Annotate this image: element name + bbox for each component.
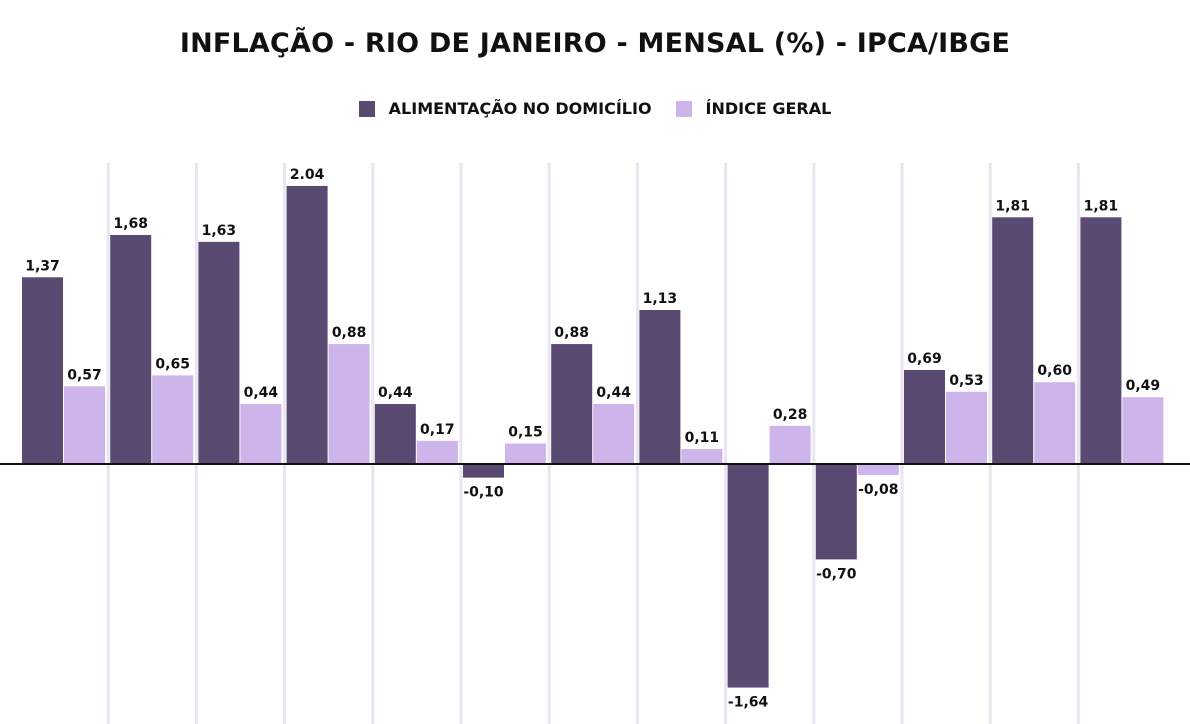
bar-indice-geral-8 <box>681 449 723 464</box>
label-indice-geral-2: 0,65 <box>155 356 190 372</box>
label-indice-geral-5: 0,17 <box>420 422 455 438</box>
bar-indice-geral-5 <box>416 440 458 464</box>
label-indice-geral-8: 0,11 <box>685 430 720 446</box>
label-alimentacao-3: 1,63 <box>202 223 237 239</box>
bar-alimentacao-1 <box>22 277 63 464</box>
legend-item-alimentacao: ALIMENTAÇÃO NO DOMICÍLIO <box>358 99 652 118</box>
bar-indice-geral-12 <box>1034 382 1076 464</box>
label-indice-geral-12: 0,60 <box>1037 363 1072 379</box>
legend-item-indice-geral: ÍNDICE GERAL <box>675 99 832 118</box>
label-indice-geral-7: 0,44 <box>596 385 631 401</box>
label-alimentacao-4: 2.04 <box>290 167 325 183</box>
label-alimentacao-6: -0,10 <box>463 485 504 501</box>
label-alimentacao-8: 1,13 <box>643 291 678 307</box>
bar-indice-geral-3 <box>240 404 282 464</box>
label-alimentacao-10: -0,70 <box>816 566 857 582</box>
chart-title: INFLAÇÃO - RIO DE JANEIRO - MENSAL (%) -… <box>179 28 1011 59</box>
label-alimentacao-1: 1,37 <box>25 258 60 274</box>
label-indice-geral-6: 0,15 <box>508 425 543 441</box>
bar-alimentacao-8 <box>639 309 681 464</box>
bar-alimentacao-3 <box>198 241 240 464</box>
chart-legend: ALIMENTAÇÃO NO DOMICÍLIO ÍNDICE GERAL <box>0 99 1190 118</box>
bar-alimentacao-2 <box>110 235 152 464</box>
label-alimentacao-2: 1,68 <box>113 216 148 232</box>
bar-indice-geral-10 <box>857 464 899 475</box>
label-indice-geral-1: 0,57 <box>67 367 102 383</box>
bar-indice-geral-4 <box>328 344 370 464</box>
bar-indice-geral-2 <box>152 375 194 464</box>
label-alimentacao-5: 0,44 <box>378 385 413 401</box>
bar-alimentacao-12 <box>992 217 1034 464</box>
bar-alimentacao-9 <box>727 464 769 688</box>
bar-alimentacao-10 <box>815 464 857 560</box>
label-indice-geral-9: 0,28 <box>773 407 808 423</box>
label-indice-geral-10: -0,08 <box>858 482 898 498</box>
bar-alimentacao-7 <box>551 344 593 464</box>
legend-swatch-indice-geral <box>675 100 692 117</box>
legend-label-indice-geral: ÍNDICE GERAL <box>705 99 832 118</box>
bar-alimentacao-13 <box>1080 217 1122 464</box>
bar-indice-geral-6 <box>505 443 546 464</box>
label-indice-geral-4: 0,88 <box>332 325 367 341</box>
label-indice-geral-3: 0,44 <box>244 385 279 401</box>
bar-indice-geral-7 <box>593 404 635 464</box>
bar-alimentacao-11 <box>904 369 945 464</box>
bar-alimentacao-4 <box>286 185 328 464</box>
bar-indice-geral-1 <box>64 386 105 464</box>
bar-alimentacao-6 <box>463 464 504 478</box>
bar-indice-geral-9 <box>769 425 811 464</box>
label-alimentacao-13: 1,81 <box>1084 198 1119 214</box>
bar-indice-geral-13 <box>1122 397 1164 464</box>
legend-swatch-alimentacao <box>358 100 375 117</box>
bar-alimentacao-5 <box>374 404 416 464</box>
legend-label-alimentacao: ALIMENTAÇÃO NO DOMICÍLIO <box>388 99 652 118</box>
bar-indice-geral-11 <box>946 391 987 464</box>
label-indice-geral-13: 0,49 <box>1126 378 1161 394</box>
label-alimentacao-12: 1,81 <box>995 198 1030 214</box>
label-alimentacao-7: 0,88 <box>554 325 589 341</box>
label-alimentacao-11: 0,69 <box>907 351 942 367</box>
label-alimentacao-9: -1,64 <box>728 695 769 711</box>
label-indice-geral-11: 0,53 <box>949 373 984 389</box>
